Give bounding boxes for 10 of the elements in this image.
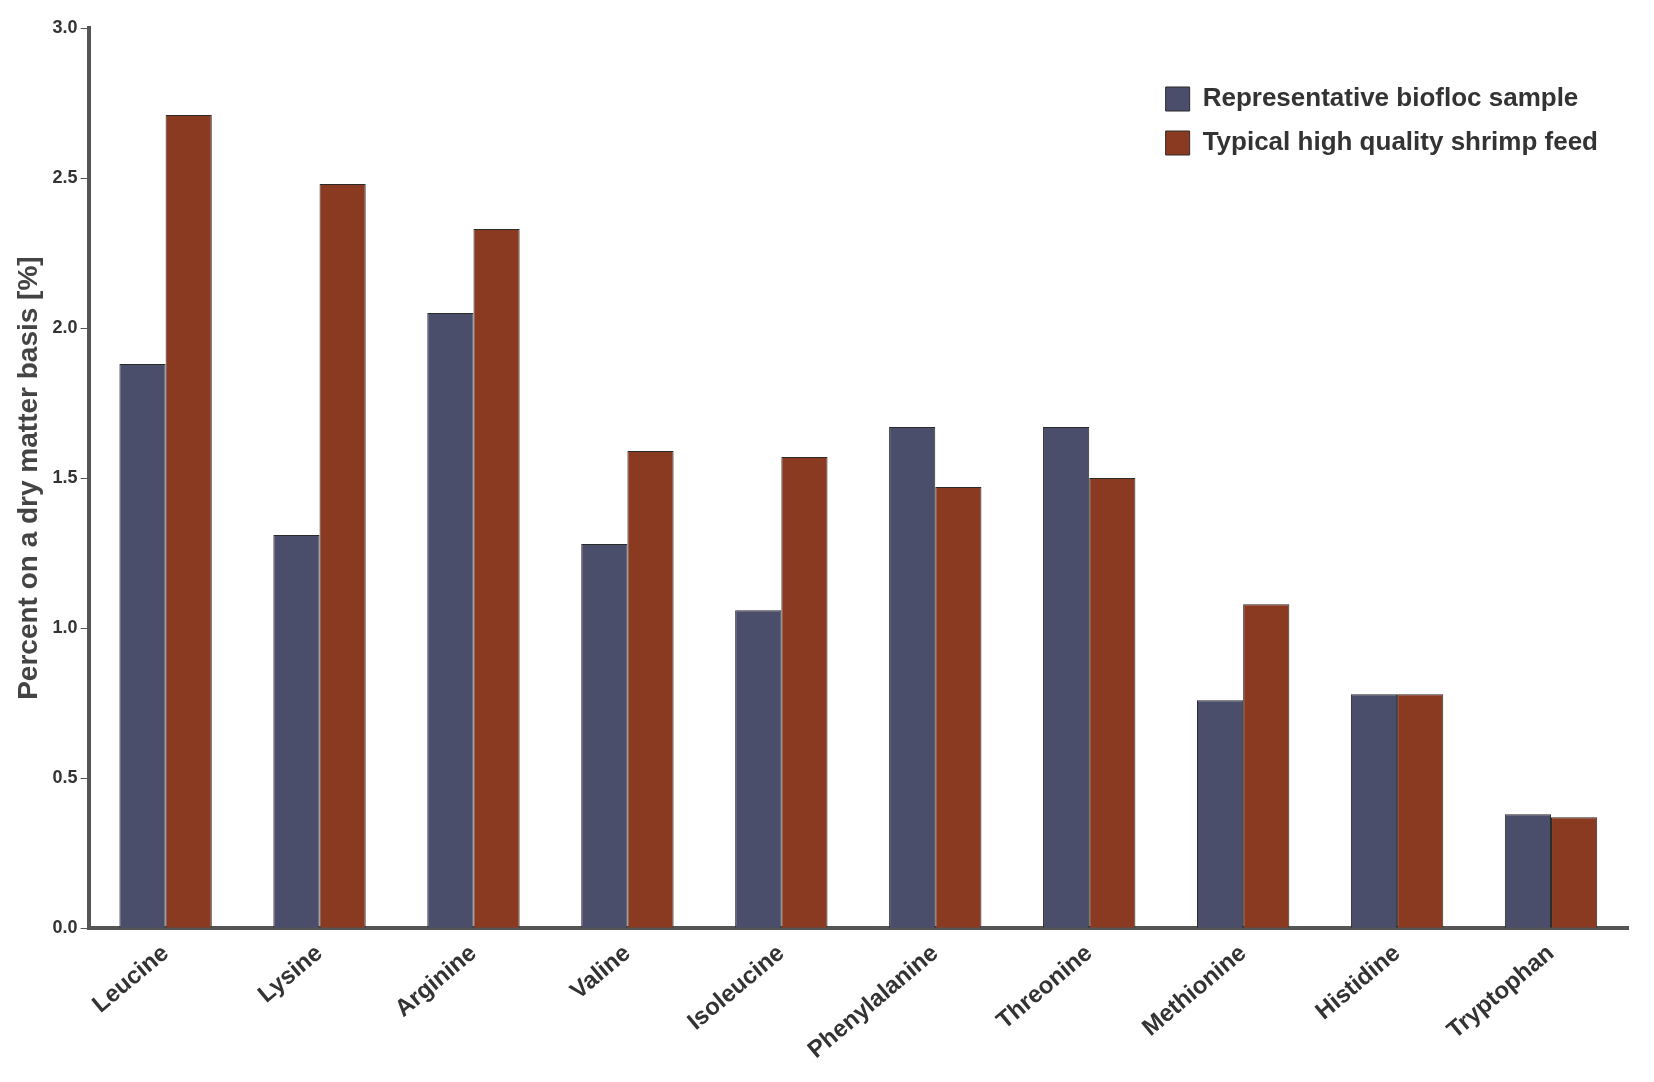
legend-label: Representative biofloc sample: [1202, 82, 1579, 113]
y-tick-label: 3.0: [52, 16, 78, 37]
y-tick-label: 1.0: [52, 617, 78, 638]
y-tick-label: 0.5: [52, 767, 78, 788]
y-tick-label: 2.5: [52, 167, 78, 187]
y-tick-label: 1.5: [52, 467, 78, 488]
y-axis-title: Percent on a dry matter basis [%]: [11, 256, 43, 700]
y-tick-label: 2.0: [52, 317, 78, 338]
legend-label: Typical high quality shrimp feed: [1202, 126, 1598, 157]
y-tick-label: 0.0: [52, 917, 78, 938]
